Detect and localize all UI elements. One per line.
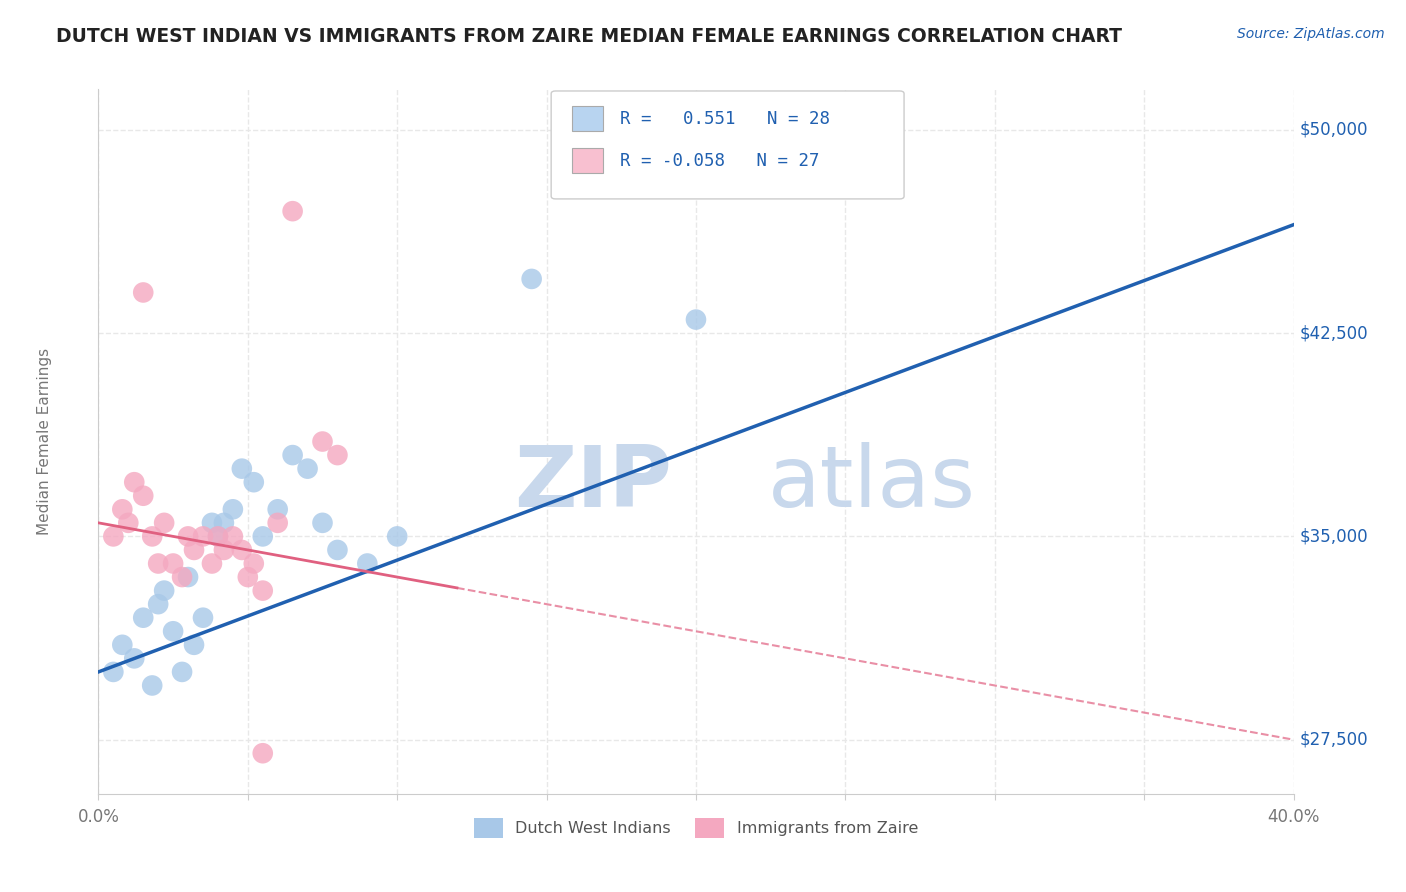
Point: [385, 529, 409, 543]
Point: [132, 285, 155, 300]
Point: [183, 543, 205, 558]
Point: [212, 516, 235, 530]
Point: [326, 448, 349, 462]
Text: R =   0.551   N = 28: R = 0.551 N = 28: [620, 110, 830, 128]
Point: [124, 475, 146, 490]
Point: [172, 570, 194, 584]
Point: [111, 502, 134, 516]
Point: [191, 529, 214, 543]
Point: [177, 529, 200, 543]
Point: [236, 570, 259, 584]
Text: R = -0.058   N = 27: R = -0.058 N = 27: [620, 152, 820, 169]
Point: [252, 583, 274, 598]
Point: [172, 665, 194, 679]
Text: $50,000: $50,000: [1299, 120, 1368, 139]
Point: [148, 557, 170, 571]
Point: [162, 624, 184, 639]
Point: [207, 529, 229, 543]
Point: [141, 678, 163, 692]
Point: [311, 516, 333, 530]
Point: [201, 516, 224, 530]
Point: [103, 529, 125, 543]
Point: [520, 272, 543, 286]
Point: [117, 516, 139, 530]
Point: [207, 529, 229, 543]
Point: [222, 529, 245, 543]
Text: $27,500: $27,500: [1299, 731, 1368, 748]
Point: [356, 557, 378, 571]
Point: [252, 746, 274, 760]
Point: [297, 461, 319, 475]
Text: $35,000: $35,000: [1299, 527, 1368, 545]
Point: [153, 516, 176, 530]
Point: [141, 529, 163, 543]
Text: ZIP: ZIP: [515, 442, 672, 525]
Point: [685, 312, 707, 326]
Point: [231, 543, 253, 558]
Point: [148, 597, 170, 611]
Point: [191, 611, 214, 625]
Point: [162, 557, 184, 571]
Point: [153, 583, 176, 598]
Point: [212, 543, 235, 558]
Text: $42,500: $42,500: [1299, 324, 1368, 343]
Point: [201, 557, 224, 571]
Point: [267, 502, 290, 516]
Text: atlas: atlas: [768, 442, 976, 525]
Point: [222, 502, 245, 516]
Point: [111, 638, 134, 652]
Point: [243, 475, 266, 490]
Point: [103, 665, 125, 679]
Point: [177, 570, 200, 584]
Point: [267, 516, 290, 530]
Point: [252, 529, 274, 543]
Point: [132, 489, 155, 503]
Point: [326, 543, 349, 558]
Point: [243, 557, 266, 571]
Point: [281, 448, 304, 462]
Point: [231, 461, 253, 475]
Text: Source: ZipAtlas.com: Source: ZipAtlas.com: [1237, 27, 1385, 41]
Legend: Dutch West Indians, Immigrants from Zaire: Dutch West Indians, Immigrants from Zair…: [465, 810, 927, 846]
Text: Median Female Earnings: Median Female Earnings: [37, 348, 52, 535]
Point: [183, 638, 205, 652]
Point: [281, 204, 304, 219]
Point: [132, 611, 155, 625]
Point: [124, 651, 146, 665]
Text: DUTCH WEST INDIAN VS IMMIGRANTS FROM ZAIRE MEDIAN FEMALE EARNINGS CORRELATION CH: DUTCH WEST INDIAN VS IMMIGRANTS FROM ZAI…: [56, 27, 1122, 45]
Point: [311, 434, 333, 449]
